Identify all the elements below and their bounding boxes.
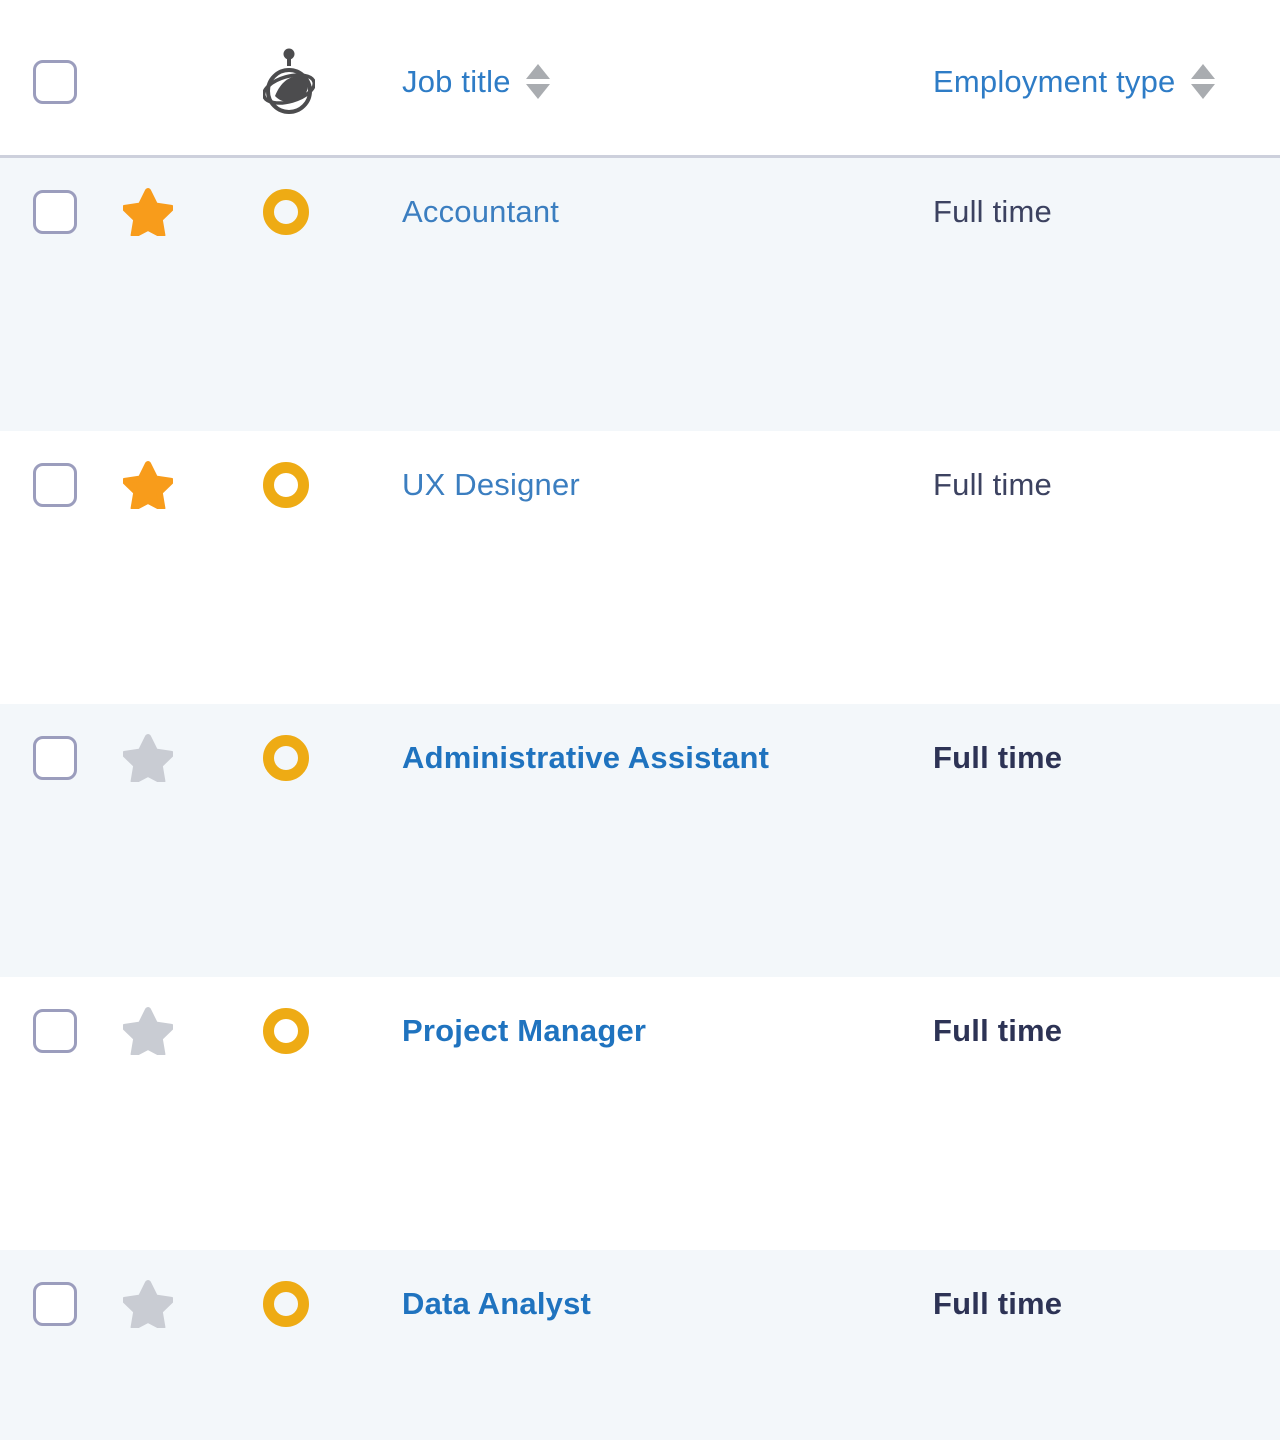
sort-arrows-icon [525, 64, 550, 99]
orbit-stopwatch-icon [263, 46, 360, 118]
favorite-star-icon[interactable] [123, 734, 190, 782]
table-row[interactable]: Accountant Full time [0, 158, 1280, 431]
status-ring-icon [263, 462, 309, 508]
sort-by-job-title[interactable]: Job title [402, 64, 550, 100]
job-title-link[interactable]: Administrative Assistant [402, 740, 770, 775]
favorite-star-icon[interactable] [123, 1280, 190, 1328]
table-row[interactable]: Administrative Assistant Full time [0, 704, 1280, 977]
table-row[interactable]: Project Manager Full time [0, 977, 1280, 1250]
employment-type-value: Full time [933, 1013, 1063, 1048]
table-row[interactable]: UX Designer Full time [0, 431, 1280, 704]
favorite-star-icon[interactable] [123, 1007, 190, 1055]
sort-arrows-icon [1190, 64, 1215, 99]
row-checkbox[interactable] [33, 463, 77, 507]
select-all-checkbox[interactable] [33, 59, 77, 104]
job-title-link[interactable]: Accountant [402, 194, 560, 229]
table-header-row: Job title Employment type [0, 0, 1280, 158]
status-ring-icon [263, 189, 309, 235]
sort-by-employment-type[interactable]: Employment type [933, 64, 1215, 100]
row-checkbox[interactable] [33, 1282, 77, 1326]
favorite-star-icon[interactable] [123, 461, 190, 509]
employment-type-value: Full time [933, 740, 1063, 775]
employment-type-column-label: Employment type [933, 63, 1176, 99]
job-title-column-label: Job title [402, 63, 511, 99]
table-body: Accountant Full time UX De [0, 158, 1280, 1440]
job-title-link[interactable]: UX Designer [402, 467, 580, 502]
status-ring-icon [263, 1008, 309, 1054]
status-ring-icon [263, 1281, 309, 1327]
employment-type-value: Full time [933, 467, 1052, 502]
job-title-link[interactable]: Project Manager [402, 1013, 647, 1048]
job-title-link[interactable]: Data Analyst [402, 1286, 592, 1321]
status-ring-icon [263, 735, 309, 781]
table-row[interactable]: Data Analyst Full time [0, 1250, 1280, 1440]
row-checkbox[interactable] [33, 190, 77, 234]
row-checkbox[interactable] [33, 736, 77, 780]
employment-type-value: Full time [933, 194, 1052, 229]
row-checkbox[interactable] [33, 1009, 77, 1053]
favorite-star-icon[interactable] [123, 188, 190, 236]
employment-type-value: Full time [933, 1286, 1063, 1321]
